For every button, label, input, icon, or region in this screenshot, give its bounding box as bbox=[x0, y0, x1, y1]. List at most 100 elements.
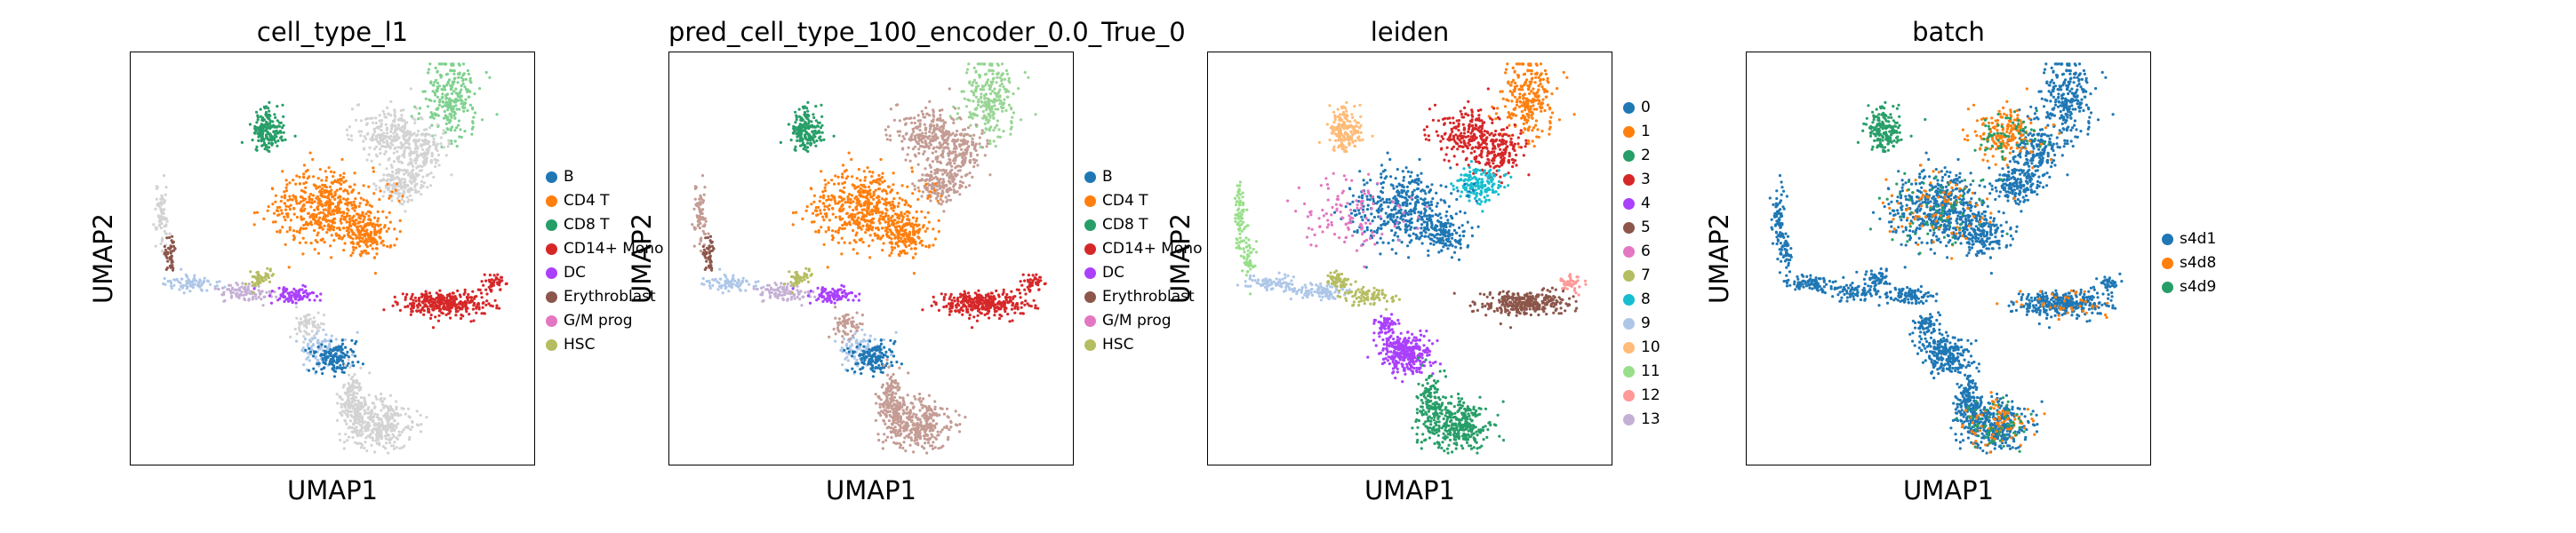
data-point bbox=[372, 121, 375, 124]
data-point bbox=[276, 131, 280, 135]
data-point bbox=[454, 298, 458, 301]
data-point bbox=[423, 134, 428, 138]
data-point bbox=[814, 144, 818, 147]
data-point bbox=[939, 114, 942, 117]
data-point bbox=[892, 171, 895, 175]
data-point bbox=[837, 228, 841, 232]
data-point bbox=[495, 304, 499, 307]
data-point bbox=[958, 179, 963, 183]
data-point bbox=[362, 218, 365, 221]
data-point bbox=[284, 212, 288, 216]
data-point bbox=[924, 229, 927, 233]
data-point bbox=[1003, 101, 1006, 105]
data-point bbox=[918, 124, 922, 128]
data-point bbox=[213, 287, 217, 290]
data-point bbox=[302, 314, 307, 318]
data-point bbox=[340, 359, 345, 362]
data-point bbox=[449, 68, 452, 72]
data-point bbox=[819, 209, 822, 212]
data-point bbox=[438, 98, 442, 101]
data-point bbox=[419, 107, 422, 110]
data-point bbox=[389, 127, 394, 131]
panel-title: pred_cell_type_100_encoder_0.0_True_0 bbox=[668, 17, 1186, 47]
data-point bbox=[299, 228, 302, 232]
data-point bbox=[391, 304, 395, 307]
data-point bbox=[817, 130, 820, 133]
data-point bbox=[815, 139, 819, 143]
data-point bbox=[813, 135, 817, 139]
data-point bbox=[357, 388, 361, 392]
data-point bbox=[300, 227, 303, 230]
data-point bbox=[854, 186, 858, 189]
data-point bbox=[804, 144, 807, 147]
data-point bbox=[940, 134, 944, 138]
data-point bbox=[356, 399, 360, 402]
data-point bbox=[900, 236, 903, 241]
data-point bbox=[163, 244, 166, 249]
data-point bbox=[874, 209, 877, 212]
data-point bbox=[841, 163, 845, 167]
data-point bbox=[374, 247, 378, 251]
cluster-armMid bbox=[213, 282, 278, 307]
data-point bbox=[920, 109, 924, 113]
data-point bbox=[813, 209, 817, 212]
data-point bbox=[293, 134, 297, 138]
data-point bbox=[354, 418, 357, 422]
data-point bbox=[436, 95, 439, 99]
data-point bbox=[278, 130, 282, 133]
data-point bbox=[394, 177, 397, 180]
data-point bbox=[446, 82, 450, 85]
data-point bbox=[868, 202, 872, 205]
data-point bbox=[170, 245, 173, 249]
data-point bbox=[379, 398, 382, 402]
data-point bbox=[276, 144, 279, 147]
data-point bbox=[355, 236, 358, 240]
data-point bbox=[329, 339, 333, 343]
data-point bbox=[380, 124, 383, 128]
data-point bbox=[388, 394, 392, 397]
data-point bbox=[918, 132, 922, 137]
data-point bbox=[395, 446, 398, 449]
data-point bbox=[283, 215, 286, 219]
data-point bbox=[304, 323, 308, 327]
data-point bbox=[926, 173, 930, 178]
data-point bbox=[446, 108, 450, 112]
data-point bbox=[920, 195, 924, 198]
data-point bbox=[982, 62, 986, 66]
data-point bbox=[313, 208, 316, 212]
data-point bbox=[307, 211, 310, 216]
data-point bbox=[461, 314, 465, 318]
data-point bbox=[976, 153, 980, 157]
data-point bbox=[420, 169, 423, 172]
data-point bbox=[960, 147, 964, 151]
data-point bbox=[453, 139, 457, 143]
data-point bbox=[892, 197, 896, 201]
data-point bbox=[449, 309, 452, 313]
data-point bbox=[238, 293, 242, 297]
data-point bbox=[432, 143, 436, 147]
data-point bbox=[355, 410, 358, 413]
data-point bbox=[398, 308, 402, 312]
data-point bbox=[388, 137, 391, 140]
data-point bbox=[348, 410, 351, 413]
data-point bbox=[371, 136, 374, 139]
data-point bbox=[350, 401, 354, 404]
data-point bbox=[446, 106, 450, 109]
data-point bbox=[386, 126, 389, 130]
cluster-mainBlob bbox=[791, 151, 943, 269]
data-point bbox=[937, 230, 940, 234]
data-point bbox=[435, 78, 438, 82]
data-point bbox=[352, 350, 356, 354]
data-point bbox=[893, 212, 898, 216]
data-point bbox=[440, 88, 444, 91]
data-point bbox=[910, 170, 914, 173]
data-point bbox=[368, 424, 372, 427]
data-point bbox=[303, 319, 307, 322]
data-point bbox=[997, 128, 1001, 131]
data-point bbox=[297, 321, 301, 324]
data-point bbox=[897, 235, 900, 239]
data-point bbox=[405, 292, 409, 297]
data-point bbox=[444, 73, 448, 76]
data-point bbox=[946, 132, 949, 136]
data-point bbox=[439, 296, 443, 299]
